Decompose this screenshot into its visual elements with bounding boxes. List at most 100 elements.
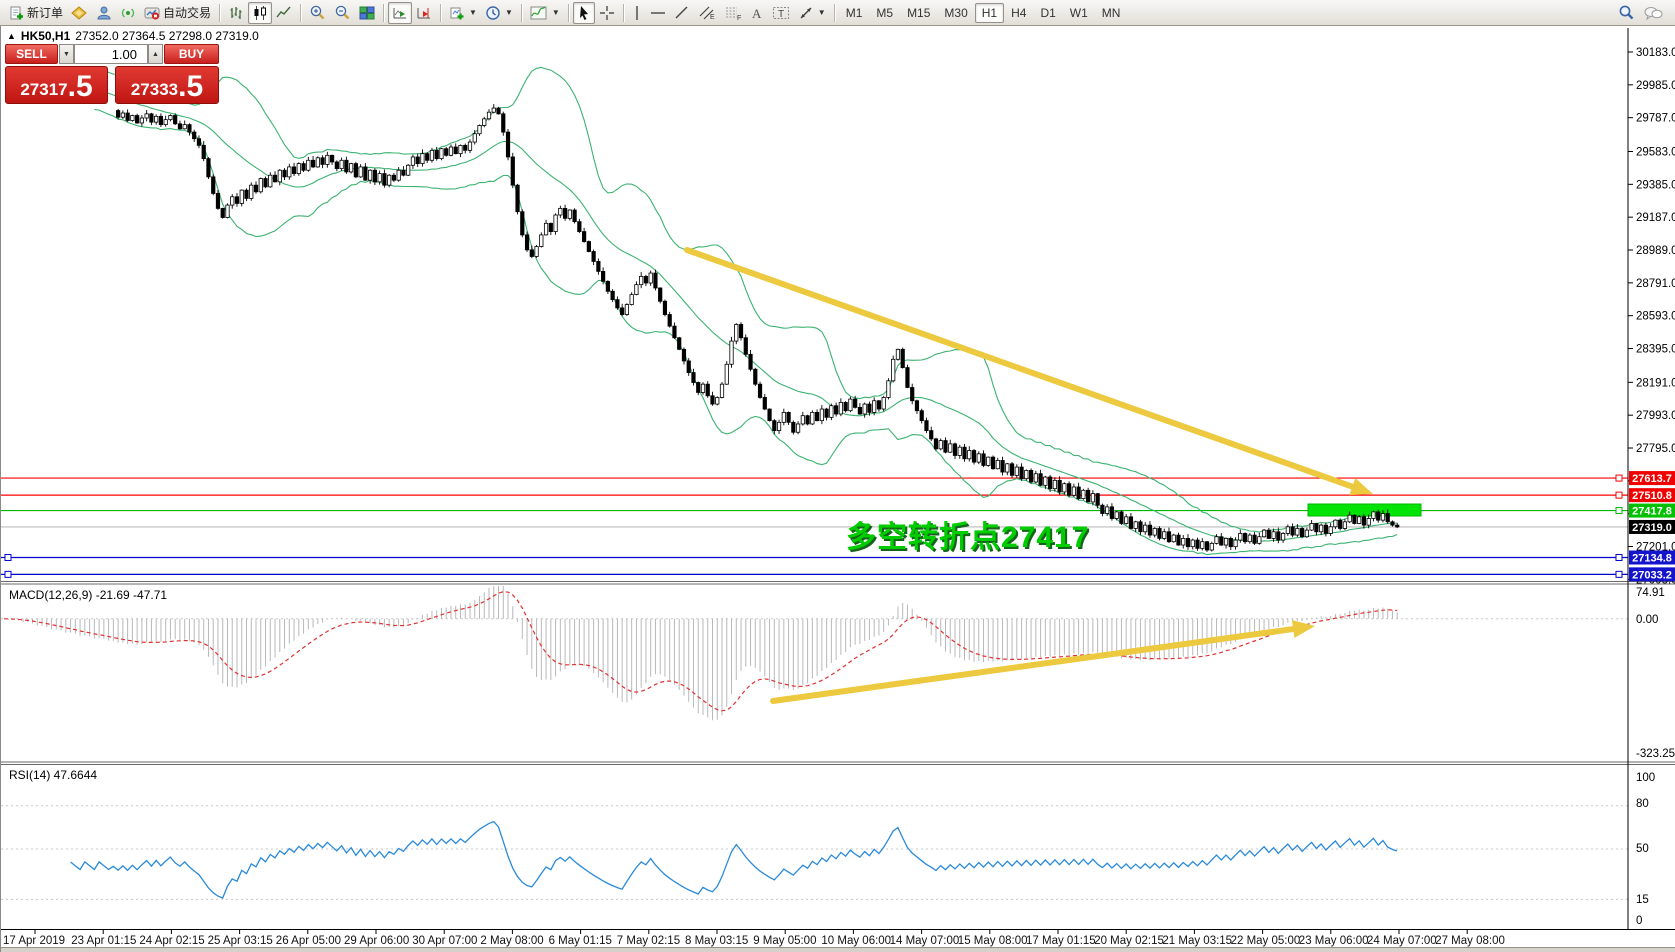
timeframe-d1[interactable]: D1	[1040, 5, 1056, 20]
zoom-in-icon	[309, 4, 326, 21]
text-icon: A	[750, 5, 764, 21]
auto-trading-button[interactable]: 自动交易	[140, 2, 215, 24]
vertical-line-button[interactable]	[628, 2, 646, 24]
zoom-in-button[interactable]	[305, 2, 330, 24]
svg-text:21 May 03:15: 21 May 03:15	[1162, 935, 1232, 947]
trendline-icon	[674, 5, 690, 21]
profile-button[interactable]	[92, 2, 116, 24]
periods-button[interactable]: ▼	[481, 2, 517, 24]
channel-icon: E	[698, 5, 716, 21]
svg-text:24 May 07:00: 24 May 07:00	[1367, 935, 1437, 947]
svg-text:29187.0: 29187.0	[1636, 212, 1675, 224]
candlestick-chart-button[interactable]	[248, 1, 273, 24]
fibonacci-button[interactable]: F	[720, 2, 746, 24]
tile-windows-button[interactable]	[355, 2, 379, 24]
chart-ohlc-title: ▲ HK50,H1 27352.0 27364.5 27298.0 27319.…	[7, 29, 259, 43]
zoom-out-button[interactable]	[330, 2, 355, 24]
quotes-button[interactable]	[67, 2, 92, 24]
crosshair-button[interactable]	[595, 2, 619, 24]
chart-shift-button[interactable]	[412, 2, 436, 24]
toolbar-separator	[383, 3, 385, 22]
timeframe-mn[interactable]: MN	[1101, 5, 1121, 20]
window-bottom-edge	[1, 947, 1675, 952]
svg-text:27417.8: 27417.8	[1632, 506, 1672, 518]
timeframe-h4[interactable]: H4	[1011, 5, 1027, 20]
clock-icon	[485, 5, 501, 21]
chevron-down-icon: ▼	[504, 8, 513, 17]
svg-text:6 May 01:15: 6 May 01:15	[549, 935, 612, 947]
timeframe-m5[interactable]: M5	[876, 5, 894, 20]
buy-price-display[interactable]: 27333.5	[115, 66, 219, 104]
cursor-button[interactable]	[572, 1, 595, 24]
svg-text:80: 80	[1636, 798, 1649, 810]
svg-text:23 May 06:00: 23 May 06:00	[1299, 935, 1369, 947]
volume-input[interactable]: 1.00	[74, 44, 148, 64]
svg-text:17 Apr 2019: 17 Apr 2019	[3, 935, 65, 947]
text-label-button[interactable]: T	[768, 2, 794, 24]
sell-button-label: SELL	[16, 47, 47, 61]
indicators-button[interactable]: ▼	[526, 2, 564, 24]
buy-button[interactable]: BUY	[164, 44, 219, 64]
toolbar-separator	[520, 3, 522, 22]
fibonacci-icon: F	[724, 5, 742, 21]
new-order-button[interactable]: 新订单	[4, 2, 67, 24]
sell-price-display[interactable]: 27317.5	[5, 66, 108, 104]
crosshair-icon	[599, 5, 615, 21]
horizontal-line-button[interactable]	[646, 2, 670, 24]
profile-icon	[96, 5, 112, 21]
svg-text:2 May 08:00: 2 May 08:00	[480, 935, 543, 947]
text-button[interactable]: A	[746, 2, 768, 24]
svg-text:29 Apr 06:00: 29 Apr 06:00	[344, 935, 409, 947]
sell-price-fraction: .5	[67, 70, 93, 103]
search-button[interactable]	[1613, 2, 1639, 24]
timeframe-h1[interactable]: H1	[974, 2, 1005, 23]
arrows-button[interactable]: ▼	[794, 2, 830, 24]
bar-chart-button[interactable]	[224, 2, 248, 24]
volume-increase-button[interactable]: ▲	[148, 44, 163, 64]
candlestick-chart-icon	[252, 5, 268, 21]
trendline-button[interactable]	[670, 2, 694, 24]
svg-text:28191.0: 28191.0	[1636, 377, 1675, 389]
svg-text:27510.8: 27510.8	[1632, 490, 1672, 502]
new-order-icon	[8, 5, 24, 21]
text-label-icon: T	[772, 5, 790, 21]
svg-text:29985.0: 29985.0	[1636, 80, 1675, 92]
auto-scroll-button[interactable]	[388, 1, 413, 24]
svg-text:20 May 02:15: 20 May 02:15	[1094, 935, 1164, 947]
price-chart-canvas[interactable]: 30183.0 29985.0 29787.0 29583.0 29385.0 29187…	[1, 26, 1675, 952]
timeframe-m15[interactable]: M15	[907, 5, 931, 20]
zoom-out-icon	[334, 4, 351, 21]
buy-price-main: 27333	[130, 80, 179, 99]
timeframe-m30[interactable]: M30	[944, 5, 968, 20]
svg-text:T: T	[778, 9, 784, 20]
new-chart-button[interactable]: ▼	[445, 2, 481, 24]
toolbar-separator	[300, 3, 302, 22]
toolbar-separator	[567, 3, 569, 22]
sell-button[interactable]: SELL	[5, 44, 58, 64]
svg-text:27993.0: 27993.0	[1636, 410, 1675, 422]
volume-decrease-button[interactable]: ▼	[59, 44, 74, 64]
svg-text:10 May 06:00: 10 May 06:00	[821, 935, 891, 947]
signal-button[interactable]	[116, 2, 140, 24]
svg-text:15: 15	[1636, 894, 1649, 906]
svg-text:9 May 05:00: 9 May 05:00	[753, 935, 816, 947]
svg-text:15 May 08:00: 15 May 08:00	[958, 935, 1028, 947]
symbol-period-label: HK50,H1	[20, 29, 71, 43]
quotes-icon	[71, 5, 88, 21]
timeframe-w1[interactable]: W1	[1069, 5, 1088, 20]
toolbar: 新订单 自动交易 ▼ ▼ ▼ E F A T ▼	[0, 0, 1675, 26]
buy-price-fraction: .5	[178, 70, 204, 103]
channel-button[interactable]: E	[694, 2, 720, 24]
svg-text:22 May 05:00: 22 May 05:00	[1231, 935, 1301, 947]
community-button[interactable]	[1639, 2, 1667, 24]
timeframe-m1[interactable]: M1	[845, 5, 863, 20]
new-order-label: 新订单	[27, 6, 64, 20]
buy-button-label: BUY	[178, 47, 205, 61]
svg-text:24 Apr 02:15: 24 Apr 02:15	[139, 935, 204, 947]
svg-text:26 Apr 05:00: 26 Apr 05:00	[276, 935, 341, 947]
auto-trading-icon	[144, 5, 160, 21]
indicators-icon	[530, 5, 548, 21]
line-chart-button[interactable]	[272, 2, 296, 24]
arrow-shapes-icon	[798, 5, 814, 21]
spinner-down-icon: ▼	[63, 50, 70, 58]
